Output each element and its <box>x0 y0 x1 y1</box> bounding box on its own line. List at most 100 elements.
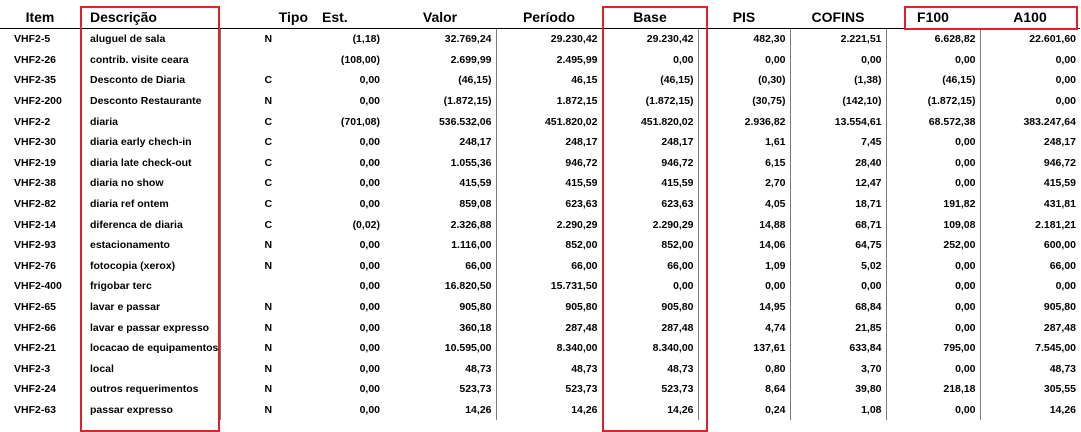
cell-periodo: 451.820,02 <box>496 111 603 132</box>
cell-item: VHF2-63 <box>14 403 57 416</box>
cell-cofins: (142,10) <box>790 90 887 112</box>
cell-a100: 2.181,21 <box>1035 218 1076 231</box>
cell-valor: 859,08 <box>384 193 497 215</box>
cell-f100: 0,00 <box>886 276 981 297</box>
cell-cofins: 2.221,51 <box>790 28 887 50</box>
cell-a100: 0,00 <box>1055 53 1076 66</box>
cell-tipo: N <box>264 362 273 375</box>
cell-valor: 1.055,36 <box>384 152 497 174</box>
cell-f100: 795,00 <box>886 337 981 359</box>
cell-cofins: 18,71 <box>790 193 887 215</box>
cell-item: VHF2-26 <box>14 53 57 66</box>
cell-f100: 191,82 <box>886 193 981 215</box>
cell-tipo: N <box>264 33 273 46</box>
cell-valor: 248,17 <box>384 131 497 153</box>
table-row: VHF2-14 diferenca de diaria C (0,02) 2.326,8… <box>0 214 1080 235</box>
cell-est: 0,00 <box>359 362 380 375</box>
cell-base: 248,17 <box>602 131 699 153</box>
cell-tipo: C <box>264 156 273 169</box>
cell-est: 0,00 <box>359 342 380 355</box>
table-row: VHF2-200 Desconto Restaurante N 0,00 (1.872,… <box>0 90 1080 112</box>
cell-periodo: 2.290,29 <box>496 214 603 235</box>
cell-cofins: 0,00 <box>790 276 887 297</box>
cell-f100: 0,00 <box>886 152 981 174</box>
cell-f100: 6.628,82 <box>886 28 981 50</box>
cell-est: 0,00 <box>359 136 380 149</box>
cell-descricao: local <box>80 358 221 380</box>
table-row: VHF2-76 fotocopia (xerox) N 0,00 66,00 66,00 6… <box>0 255 1080 277</box>
cell-item: VHF2-30 <box>14 136 57 149</box>
cell-base: 852,00 <box>602 234 699 256</box>
cell-f100: 68.572,38 <box>886 111 981 132</box>
col-header-descricao: Descrição <box>80 6 220 29</box>
cell-f100: 0,00 <box>886 173 981 194</box>
cell-item: VHF2-82 <box>14 198 57 211</box>
cell-tipo: N <box>264 403 273 416</box>
cell-a100: 14,26 <box>1049 403 1076 416</box>
table-row: VHF2-400 frigobar terc 0,00 16.820,50 15.731… <box>0 276 1080 297</box>
table-row: VHF2-35 Desconto de Diaria C 0,00 (46,15) 46,… <box>0 70 1080 91</box>
cell-cofins: 13.554,61 <box>790 111 887 132</box>
cell-cofins: 633,84 <box>790 337 887 359</box>
cell-cofins: 21,85 <box>790 317 887 338</box>
cell-valor: (46,15) <box>384 70 497 91</box>
cell-a100: 305,55 <box>1043 383 1076 396</box>
cell-periodo: 29.230,42 <box>496 28 603 50</box>
cell-est: 0,00 <box>359 301 380 314</box>
cell-pis: 2,70 <box>698 173 791 194</box>
cell-item: VHF2-24 <box>14 383 57 396</box>
cell-valor: 523,73 <box>384 379 497 400</box>
table-row: VHF2-19 diaria late check-out C 0,00 1.055,3… <box>0 152 1080 174</box>
cell-base: 287,48 <box>602 317 699 338</box>
cell-est: 0,00 <box>359 239 380 252</box>
cell-est: 0,00 <box>359 259 380 272</box>
cell-f100: 0,00 <box>886 399 981 421</box>
cell-periodo: 905,80 <box>496 296 603 318</box>
col-header-cofins: COFINS <box>790 6 886 29</box>
cell-valor: 16.820,50 <box>384 276 497 297</box>
cell-item: VHF2-21 <box>14 342 57 355</box>
cell-periodo: 2.495,99 <box>496 49 603 71</box>
cell-base: 623,63 <box>602 193 699 215</box>
cell-a100: 415,59 <box>1043 177 1076 190</box>
cell-pis: (0,30) <box>698 70 791 91</box>
cell-f100: (1.872,15) <box>886 90 981 112</box>
cell-pis: 137,61 <box>698 337 791 359</box>
cell-descricao: diaria late check-out <box>80 152 221 174</box>
col-header-est: Est. <box>316 6 384 29</box>
cell-descricao: diaria ref ontem <box>80 193 221 215</box>
cell-pis: 0,00 <box>698 49 791 71</box>
cell-tipo: N <box>264 383 273 396</box>
cell-pis: 0,80 <box>698 358 791 380</box>
cell-periodo: 287,48 <box>496 317 603 338</box>
cell-tipo: N <box>264 239 273 252</box>
cell-f100: 252,00 <box>886 234 981 256</box>
cell-descricao: estacionamento <box>80 234 221 256</box>
cell-f100: 0,00 <box>886 358 981 380</box>
cell-descricao: passar expresso <box>80 399 221 421</box>
cell-periodo: 852,00 <box>496 234 603 256</box>
table-row: VHF2-93 estacionamento N 0,00 1.116,00 852,00… <box>0 234 1080 256</box>
table-row: VHF2-65 lavar e passar N 0,00 905,80 905,80 90… <box>0 296 1080 318</box>
cell-f100: 0,00 <box>886 296 981 318</box>
cell-valor: 1.116,00 <box>384 234 497 256</box>
col-header-item: Item <box>0 6 80 29</box>
cell-base: 0,00 <box>602 276 699 297</box>
cell-tipo: C <box>264 198 273 211</box>
cell-pis: 14,95 <box>698 296 791 318</box>
cell-item: VHF2-19 <box>14 156 57 169</box>
cell-cofins: 64,75 <box>790 234 887 256</box>
cell-periodo: 48,73 <box>496 358 603 380</box>
cell-item: VHF2-2 <box>14 115 51 128</box>
cell-f100: 0,00 <box>886 49 981 71</box>
cell-descricao: frigobar terc <box>80 276 221 297</box>
cell-pis: 1,61 <box>698 131 791 153</box>
cell-item: VHF2-400 <box>14 280 62 293</box>
cell-periodo: 8.340,00 <box>496 337 603 359</box>
cell-valor: 360,18 <box>384 317 497 338</box>
cell-tipo: N <box>264 259 273 272</box>
table-row: VHF2-24 outros requerimentos N 0,00 523,73 52… <box>0 379 1080 400</box>
table-row: VHF2-3 local N 0,00 48,73 48,73 48,73 0,80 3,70 0… <box>0 358 1080 380</box>
cell-tipo: C <box>264 218 273 231</box>
cell-valor: 10.595,00 <box>384 337 497 359</box>
